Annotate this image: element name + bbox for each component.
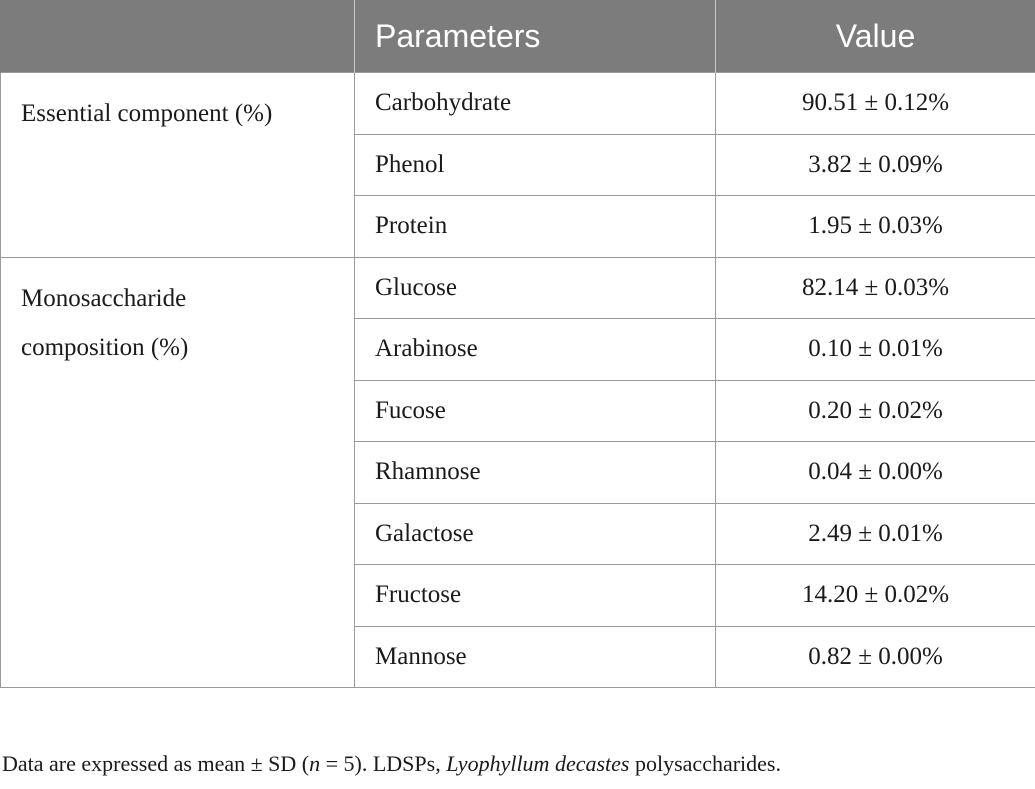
header-value: Value xyxy=(715,0,1035,73)
group-label: Essential component (%) xyxy=(0,72,355,258)
value-cell: 14.20 ± 0.02% xyxy=(715,564,1035,627)
parameter-cell: Galactose xyxy=(354,502,716,565)
parameter-cell: Protein xyxy=(354,195,716,258)
value-cell: 0.04 ± 0.00% xyxy=(715,441,1035,504)
value-cell: 82.14 ± 0.03% xyxy=(715,256,1035,319)
table-row: Phenol 3.82 ± 0.09% xyxy=(1,133,1035,196)
group-label: Monosaccharide composition (%) xyxy=(0,256,355,688)
table-header-row: Parameters Value xyxy=(0,0,1035,73)
header-group-column xyxy=(0,0,355,73)
value-cell: 0.20 ± 0.02% xyxy=(715,379,1035,442)
value-cell: 1.95 ± 0.03% xyxy=(715,195,1035,258)
composition-table: Parameters Value Essential component (%)… xyxy=(0,0,1035,688)
footnote-n-symbol: n xyxy=(309,751,321,776)
table-row: Essential component (%) Carbohydrate 90.51… xyxy=(0,72,1035,258)
value-cell: 0.82 ± 0.00% xyxy=(715,625,1035,688)
parameter-cell: Phenol xyxy=(354,133,716,196)
table-row: Rhamnose 0.04 ± 0.00% xyxy=(1,441,1035,504)
table-row: Monosaccharide composition (%) Glucose 82.… xyxy=(0,256,1035,688)
table-row: Fructose 14.20 ± 0.02% xyxy=(1,564,1035,627)
footnote-text: polysaccharides. xyxy=(629,751,781,776)
table-footnote: Data are expressed as mean ± SD (n = 5).… xyxy=(2,751,781,777)
footnote-text: = 5). LDSPs, xyxy=(320,751,447,776)
table-row: Mannose 0.82 ± 0.00% xyxy=(1,625,1035,688)
value-cell: 3.82 ± 0.09% xyxy=(715,133,1035,196)
parameter-cell: Carbohydrate xyxy=(354,72,716,135)
parameter-cell: Arabinose xyxy=(354,318,716,381)
parameter-cell: Rhamnose xyxy=(354,441,716,504)
value-cell: 2.49 ± 0.01% xyxy=(715,502,1035,565)
parameter-cell: Mannose xyxy=(354,625,716,688)
parameter-cell: Fructose xyxy=(354,564,716,627)
parameter-cell: Fucose xyxy=(354,379,716,442)
table-row: Galactose 2.49 ± 0.01% xyxy=(1,502,1035,565)
footnote-species-name: Lyophyllum decastes xyxy=(446,751,630,776)
value-cell: 90.51 ± 0.12% xyxy=(715,72,1035,135)
parameter-cell: Glucose xyxy=(354,256,716,319)
value-cell: 0.10 ± 0.01% xyxy=(715,318,1035,381)
header-parameters: Parameters xyxy=(354,0,716,73)
footnote-text: Data are expressed as mean ± SD ( xyxy=(2,751,310,776)
table-body: Essential component (%) Carbohydrate 90.51… xyxy=(0,72,1035,688)
